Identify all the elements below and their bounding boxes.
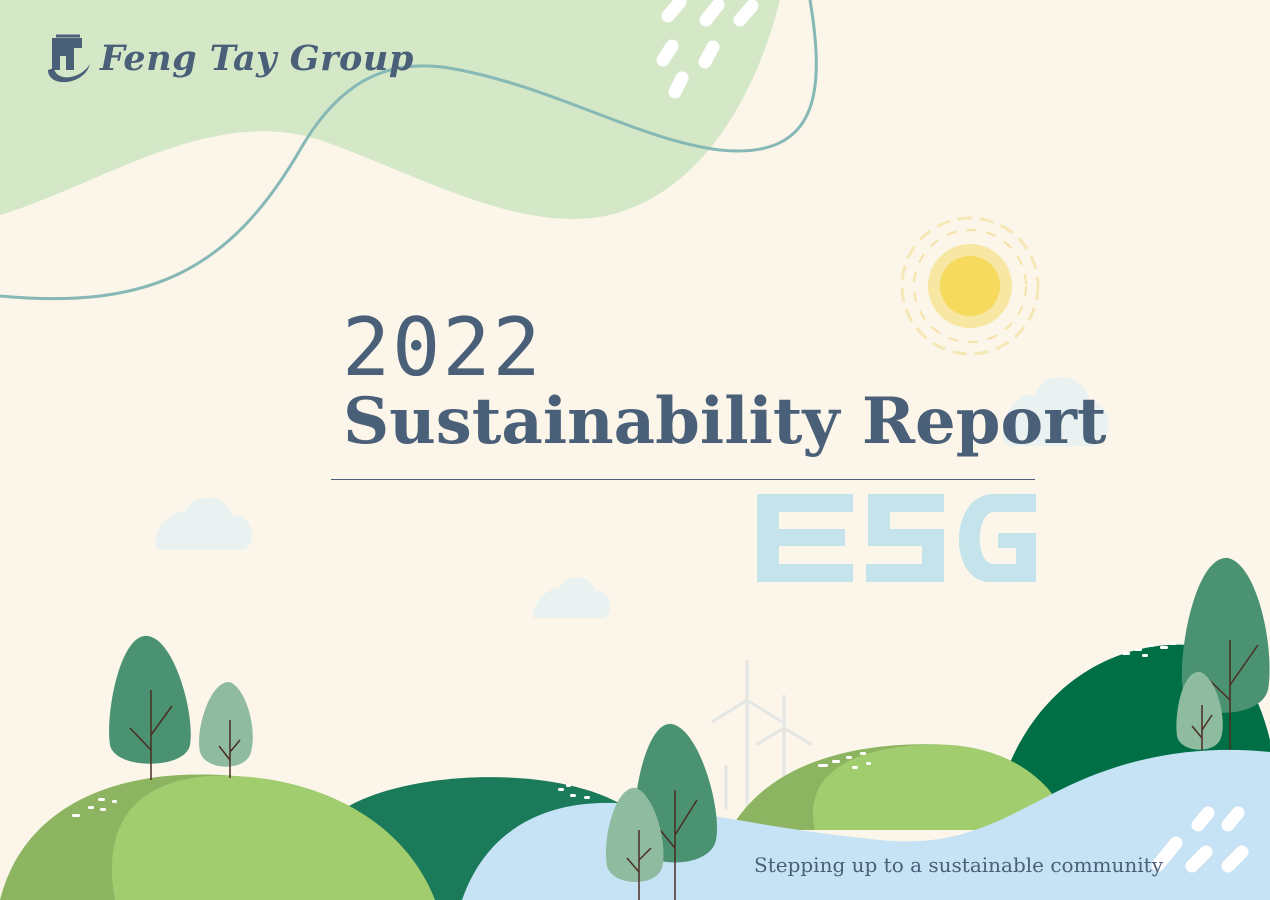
tree-icon <box>109 635 253 780</box>
tagline: Stepping up to a sustainable community <box>754 853 1164 877</box>
logo[interactable]: Feng Tay Group <box>46 30 414 86</box>
logo-icon <box>48 34 90 83</box>
grass-dashes <box>72 642 1176 817</box>
rain-streaks-icon <box>1151 806 1249 873</box>
logo-text: Feng Tay Group <box>100 37 414 79</box>
report-title: Sustainability Report <box>343 384 1107 459</box>
green-blob <box>0 0 780 219</box>
tree-icon <box>605 723 717 900</box>
report-year: 2022 <box>342 301 543 394</box>
cloud-icon <box>155 377 1109 618</box>
grass-hill-left-front <box>111 775 435 900</box>
esg-watermark <box>757 494 1036 582</box>
tree-icon <box>1176 557 1270 750</box>
blue-hill <box>462 749 1270 900</box>
sun-icon <box>900 216 1040 356</box>
rain-streaks-icon <box>656 0 759 99</box>
wind-turbine-icon <box>711 660 813 810</box>
grass-hill-middle-front <box>812 744 1070 830</box>
swoosh-line <box>0 0 818 301</box>
title-divider <box>331 479 1035 480</box>
